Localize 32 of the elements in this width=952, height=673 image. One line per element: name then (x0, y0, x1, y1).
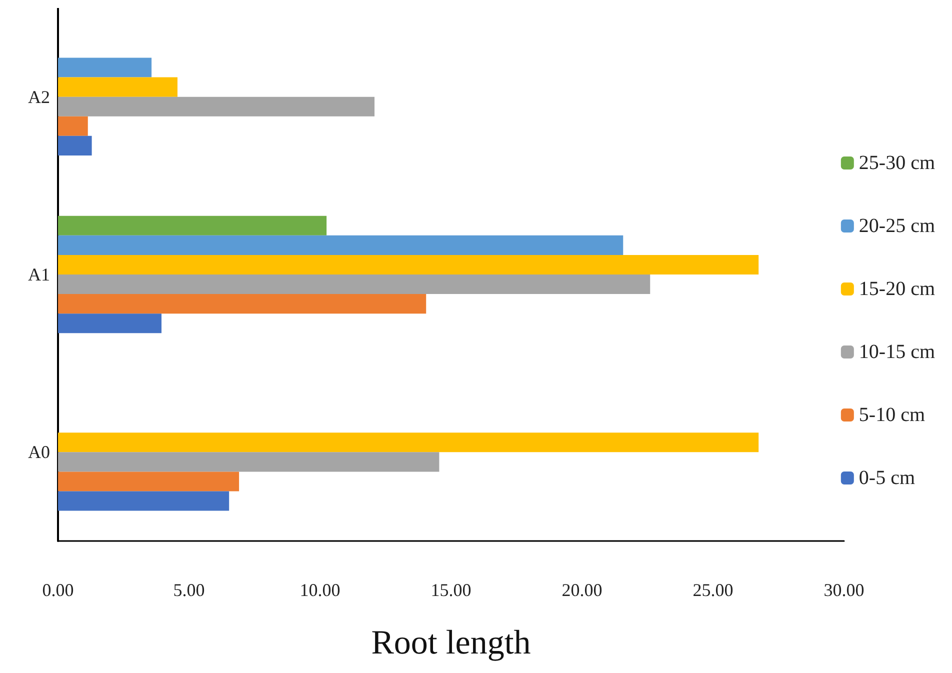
x-tick-label: 0.00 (42, 580, 74, 600)
legend-label: 10-15 cm (858, 341, 936, 363)
bar (58, 77, 178, 97)
x-tick-label: 25.00 (692, 580, 734, 600)
bar (58, 254, 759, 274)
bar (58, 274, 650, 294)
bar (58, 136, 92, 156)
bar (58, 314, 162, 334)
bar (58, 294, 426, 314)
legend-label: 15-20 cm (858, 278, 936, 300)
y-tick-label: A2 (28, 86, 50, 107)
y-tick-label: A1 (28, 264, 50, 284)
bar (58, 58, 152, 78)
bar (58, 452, 440, 472)
bar (58, 235, 624, 255)
y-tick-label: A0 (28, 442, 50, 462)
x-tick-label: 5.00 (173, 580, 205, 600)
bar (58, 96, 374, 116)
x-tick-label: 30.00 (824, 580, 864, 600)
x-tick-label: 20.00 (562, 580, 602, 600)
legend-label: 0-5 cm (858, 467, 916, 489)
legend-label: 5-10 cm (858, 404, 926, 426)
bar (58, 472, 240, 492)
x-axis-title: Root length (371, 624, 531, 662)
bar (58, 432, 759, 452)
bar (58, 491, 230, 511)
legend-label: 20-25 cm (858, 215, 936, 237)
x-tick-label: 15.00 (430, 580, 472, 600)
bar (58, 116, 88, 136)
bar (58, 216, 327, 236)
legend-label: 25-30 cm (858, 152, 936, 174)
x-tick-label: 10.00 (300, 580, 340, 600)
